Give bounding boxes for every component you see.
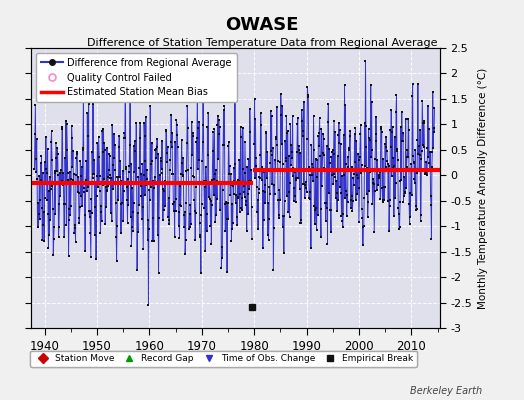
Y-axis label: Monthly Temperature Anomaly Difference (°C): Monthly Temperature Anomaly Difference (… (478, 67, 488, 309)
Text: Berkeley Earth: Berkeley Earth (410, 386, 482, 396)
Text: OWASE: OWASE (225, 16, 299, 34)
Text: Difference of Station Temperature Data from Regional Average: Difference of Station Temperature Data f… (87, 38, 437, 48)
Legend: Station Move, Record Gap, Time of Obs. Change, Empirical Break: Station Move, Record Gap, Time of Obs. C… (30, 351, 417, 367)
